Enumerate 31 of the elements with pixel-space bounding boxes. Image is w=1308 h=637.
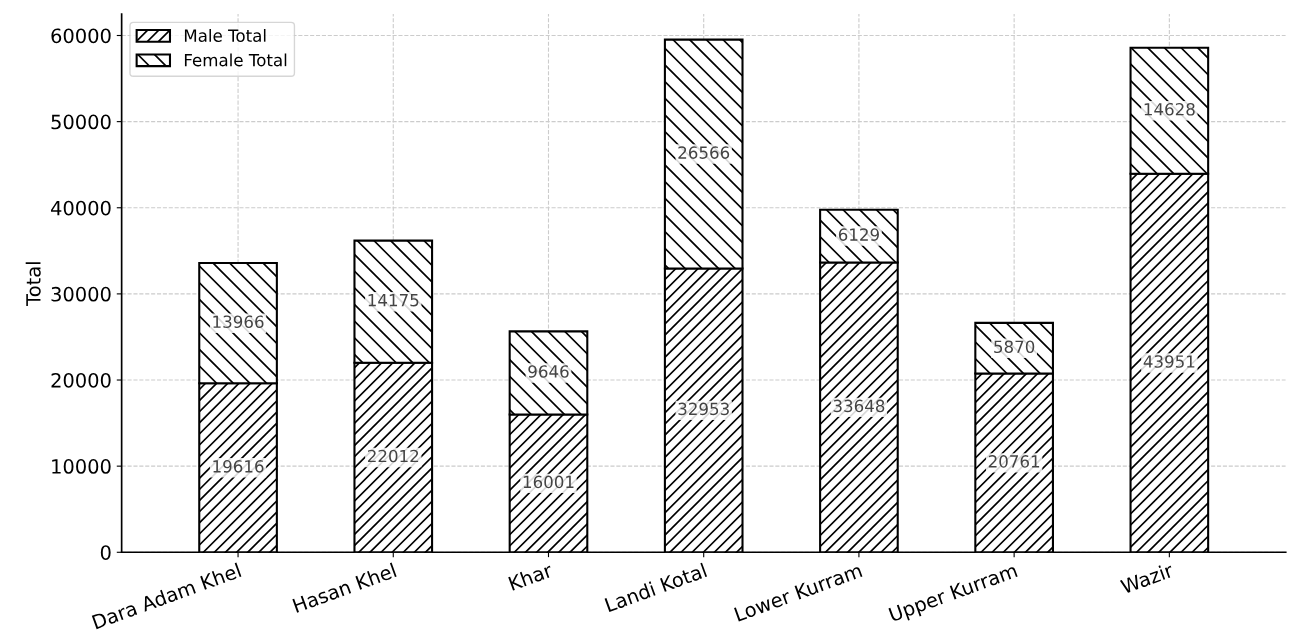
legend-label: Female Total: [184, 53, 287, 67]
x-tick-label: Upper Kurram: [888, 563, 1020, 626]
x-tick-label: Khar: [508, 562, 554, 591]
legend-label: Male Total: [184, 29, 266, 42]
x-tick-label: Dara Adam Khel: [91, 562, 242, 630]
y-tick-label: 20000: [51, 372, 111, 388]
data-label: 33648: [833, 399, 885, 413]
data-label: 20761: [988, 455, 1040, 468]
x-tick-label: Landi Kotal: [604, 562, 708, 613]
data-label: 26566: [678, 146, 730, 159]
data-label: 6129: [838, 228, 879, 241]
x-tick-label: Wazir: [1119, 562, 1175, 595]
data-label: 14175: [368, 294, 419, 307]
x-tick-label: Lower Kurram: [734, 563, 863, 622]
data-label: 19616: [213, 460, 264, 473]
y-tick-label: 40000: [51, 200, 111, 216]
x-tick-label: Hasan Khel: [292, 562, 397, 613]
y-tick-label: 30000: [51, 286, 111, 302]
data-label: 9646: [528, 365, 569, 378]
y-tick-label: 60000: [51, 28, 111, 44]
y-tick-label: 10000: [52, 459, 111, 474]
data-label: 16001: [523, 475, 574, 489]
data-label: 14628: [1144, 102, 1195, 116]
data-label: 43951: [1143, 355, 1195, 368]
data-label: 32953: [678, 402, 729, 416]
data-label: 13966: [213, 315, 264, 329]
data-label: 22012: [367, 449, 419, 463]
y-tick-label: 50000: [51, 114, 111, 130]
y-tick-label: 0: [100, 545, 111, 560]
data-label: 5870: [994, 340, 1035, 354]
y-axis-title: Total: [25, 262, 41, 306]
